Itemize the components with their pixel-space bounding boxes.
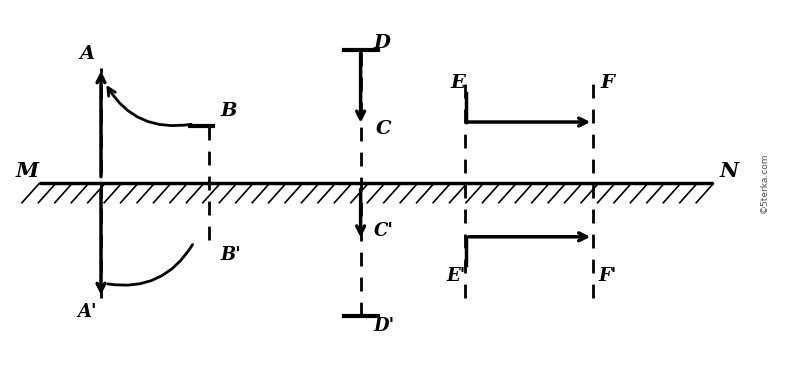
Text: C': C' bbox=[374, 223, 394, 240]
Text: A: A bbox=[79, 45, 94, 63]
Text: B': B' bbox=[221, 246, 241, 264]
Text: D: D bbox=[374, 34, 391, 52]
Text: M: M bbox=[16, 161, 39, 181]
Text: F: F bbox=[600, 74, 614, 92]
Text: D': D' bbox=[373, 317, 395, 336]
Text: N: N bbox=[719, 161, 738, 181]
Text: E': E' bbox=[447, 267, 466, 285]
Text: B: B bbox=[221, 102, 237, 120]
Text: F': F' bbox=[598, 267, 616, 285]
Text: A': A' bbox=[78, 303, 97, 321]
Text: C: C bbox=[376, 120, 392, 138]
Text: E: E bbox=[450, 74, 465, 92]
Text: ©5terka.com: ©5terka.com bbox=[760, 153, 769, 213]
